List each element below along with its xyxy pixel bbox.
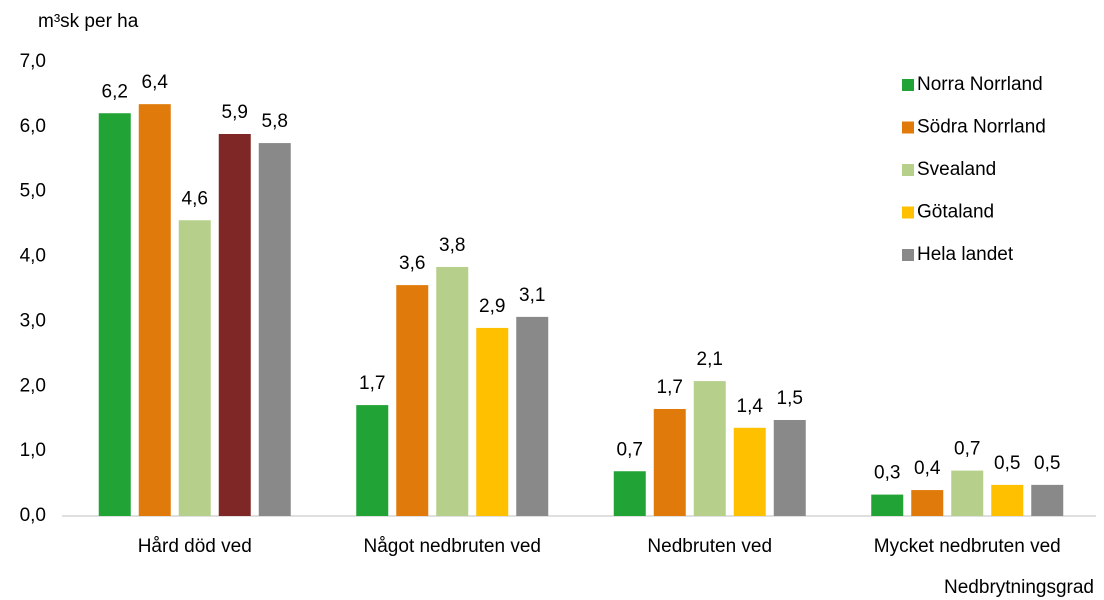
data-label: 2,9 [479,296,505,317]
data-label: 4,6 [182,188,208,209]
y-tick-label: 1,0 [20,440,46,461]
data-label: 6,4 [142,72,169,93]
data-label: 3,6 [399,253,425,274]
bar [436,266,469,516]
data-label: 0,7 [617,439,643,460]
bar [476,327,509,516]
legend-label: Södra Norrland [917,117,1046,138]
legend-swatch [902,249,914,261]
data-label: 5,8 [262,111,288,132]
legend-label: Norra Norrland [917,74,1043,95]
x-tick-label: Mycket nedbruten ved [874,536,1061,557]
bar [871,494,904,516]
data-label: 1,4 [737,396,764,417]
x-axis-title: Nedbrytningsgrad [944,577,1094,598]
data-label: 1,7 [359,373,385,394]
bar [138,104,171,517]
data-label: 1,7 [657,377,683,398]
bar [991,484,1024,516]
bar [911,490,944,516]
x-tick-label: Hård död ved [138,536,252,557]
y-tick-label: 6,0 [20,116,46,137]
y-tick-label: 0,0 [20,505,46,526]
bar [613,471,646,516]
data-label: 0,7 [954,439,980,460]
bar [653,408,686,516]
y-tick-label: 5,0 [20,181,46,202]
bar [693,381,726,516]
bar [773,420,806,516]
y-tick-label: 2,0 [20,375,46,396]
data-label: 0,4 [914,458,941,479]
bar [178,220,211,516]
y-tick-label: 3,0 [20,310,46,331]
legend-swatch [902,121,914,134]
bar [516,316,549,516]
legend-swatch [902,164,914,176]
bar [951,470,984,516]
data-label: 6,2 [102,81,128,102]
x-tick-label: Något nedbruten ved [364,536,541,557]
data-label: 0,3 [874,463,900,484]
legend-label: Svealand [917,159,996,180]
data-label: 2,1 [697,349,723,370]
data-label: 1,5 [777,388,803,409]
bar [1031,484,1064,516]
data-label: 0,5 [994,453,1020,474]
legend-label: Hela landet [917,244,1014,265]
bar [356,405,389,516]
data-label: 5,9 [222,102,248,123]
x-tick-label: Nedbruten ved [647,536,772,557]
y-tick-label: 4,0 [20,246,46,267]
data-label: 3,1 [519,285,545,306]
y-tick-label: 7,0 [20,51,46,72]
bar [396,285,429,516]
bar [733,427,766,516]
data-label: 3,8 [439,235,465,256]
legend-swatch [902,206,914,219]
bar [98,113,131,516]
y-axis-title: m³sk per ha [38,11,139,32]
bar [258,143,291,517]
bar [218,133,251,516]
data-label: 0,5 [1034,453,1060,474]
legend-label: Götaland [917,202,994,223]
legend-swatch [902,79,914,91]
